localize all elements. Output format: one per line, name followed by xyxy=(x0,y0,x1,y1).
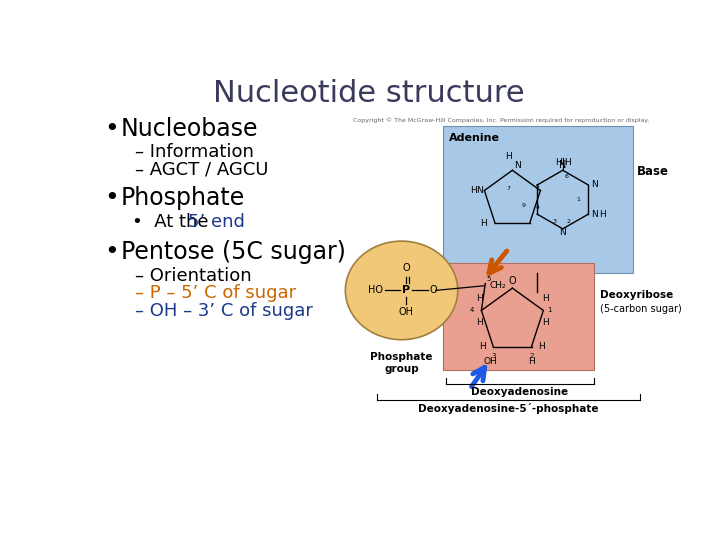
Text: 3: 3 xyxy=(553,219,557,224)
Text: Nucleotide structure: Nucleotide structure xyxy=(213,79,525,107)
FancyBboxPatch shape xyxy=(443,126,632,273)
Text: P: P xyxy=(402,286,410,295)
Text: H: H xyxy=(599,210,606,219)
Text: Copyright © The McGraw-Hill Companies, Inc. Permission required for reproduction: Copyright © The McGraw-Hill Companies, I… xyxy=(353,117,649,123)
Text: Adenine: Adenine xyxy=(449,132,500,143)
Text: CH₂: CH₂ xyxy=(490,281,507,291)
Text: O: O xyxy=(429,286,437,295)
Text: – AGCT / AGCU: – AGCT / AGCU xyxy=(135,160,269,178)
Text: H: H xyxy=(476,318,482,327)
Text: H: H xyxy=(564,158,571,167)
Text: H: H xyxy=(528,357,535,366)
Text: 2: 2 xyxy=(567,219,571,224)
Text: N: N xyxy=(559,227,566,237)
Text: 3: 3 xyxy=(491,353,495,359)
Text: HO: HO xyxy=(368,286,383,295)
Text: Base: Base xyxy=(637,165,669,178)
Text: Pentose (5C sugar): Pentose (5C sugar) xyxy=(121,240,346,265)
Text: Nucleobase: Nucleobase xyxy=(121,117,258,141)
Text: H: H xyxy=(542,294,549,303)
Text: 1: 1 xyxy=(576,197,580,202)
Text: 9: 9 xyxy=(521,203,525,208)
Ellipse shape xyxy=(346,241,458,340)
Text: 4: 4 xyxy=(536,205,540,210)
Text: – Orientation: – Orientation xyxy=(135,267,251,285)
Text: – P – 5’ C of sugar: – P – 5’ C of sugar xyxy=(135,284,296,302)
Text: 4: 4 xyxy=(469,307,474,313)
Text: 2: 2 xyxy=(529,353,534,359)
Text: 5: 5 xyxy=(487,276,491,282)
Text: H: H xyxy=(542,318,549,327)
Text: N: N xyxy=(476,186,483,195)
Text: Deoxyribose: Deoxyribose xyxy=(600,291,673,300)
Text: •: • xyxy=(104,117,119,141)
Text: •: • xyxy=(104,186,119,211)
Text: Phosphate: Phosphate xyxy=(121,186,246,211)
Text: 6: 6 xyxy=(564,174,569,179)
Text: N: N xyxy=(591,180,598,190)
Text: N: N xyxy=(514,161,521,170)
Text: OH: OH xyxy=(483,357,497,366)
Text: 1: 1 xyxy=(547,307,552,313)
Text: – Information: – Information xyxy=(135,143,254,161)
Text: – OH – 3’ C of sugar: – OH – 3’ C of sugar xyxy=(135,302,312,320)
Text: N: N xyxy=(591,210,598,219)
Text: Phosphate
group: Phosphate group xyxy=(370,352,433,374)
Text: H: H xyxy=(470,186,477,195)
Text: •: • xyxy=(104,240,119,265)
Text: H: H xyxy=(476,294,482,303)
Text: •  At the: • At the xyxy=(132,213,214,231)
Text: OH: OH xyxy=(399,307,414,318)
Text: Deoxyadenosine: Deoxyadenosine xyxy=(471,387,568,397)
Text: H: H xyxy=(505,152,512,161)
Text: 5: 5 xyxy=(536,184,540,189)
Text: H: H xyxy=(538,342,544,351)
Text: H: H xyxy=(554,158,562,167)
Text: 7: 7 xyxy=(506,186,510,191)
Text: H: H xyxy=(480,219,487,228)
FancyBboxPatch shape xyxy=(443,264,594,370)
Text: N: N xyxy=(559,159,567,170)
Text: (5-carbon sugar): (5-carbon sugar) xyxy=(600,303,682,314)
Text: O: O xyxy=(508,276,516,286)
Text: Deoxyadenosine-5´-phosphate: Deoxyadenosine-5´-phosphate xyxy=(418,403,599,414)
Text: H: H xyxy=(479,342,485,351)
Text: O: O xyxy=(402,264,410,273)
Text: 5’ end: 5’ end xyxy=(188,213,245,231)
